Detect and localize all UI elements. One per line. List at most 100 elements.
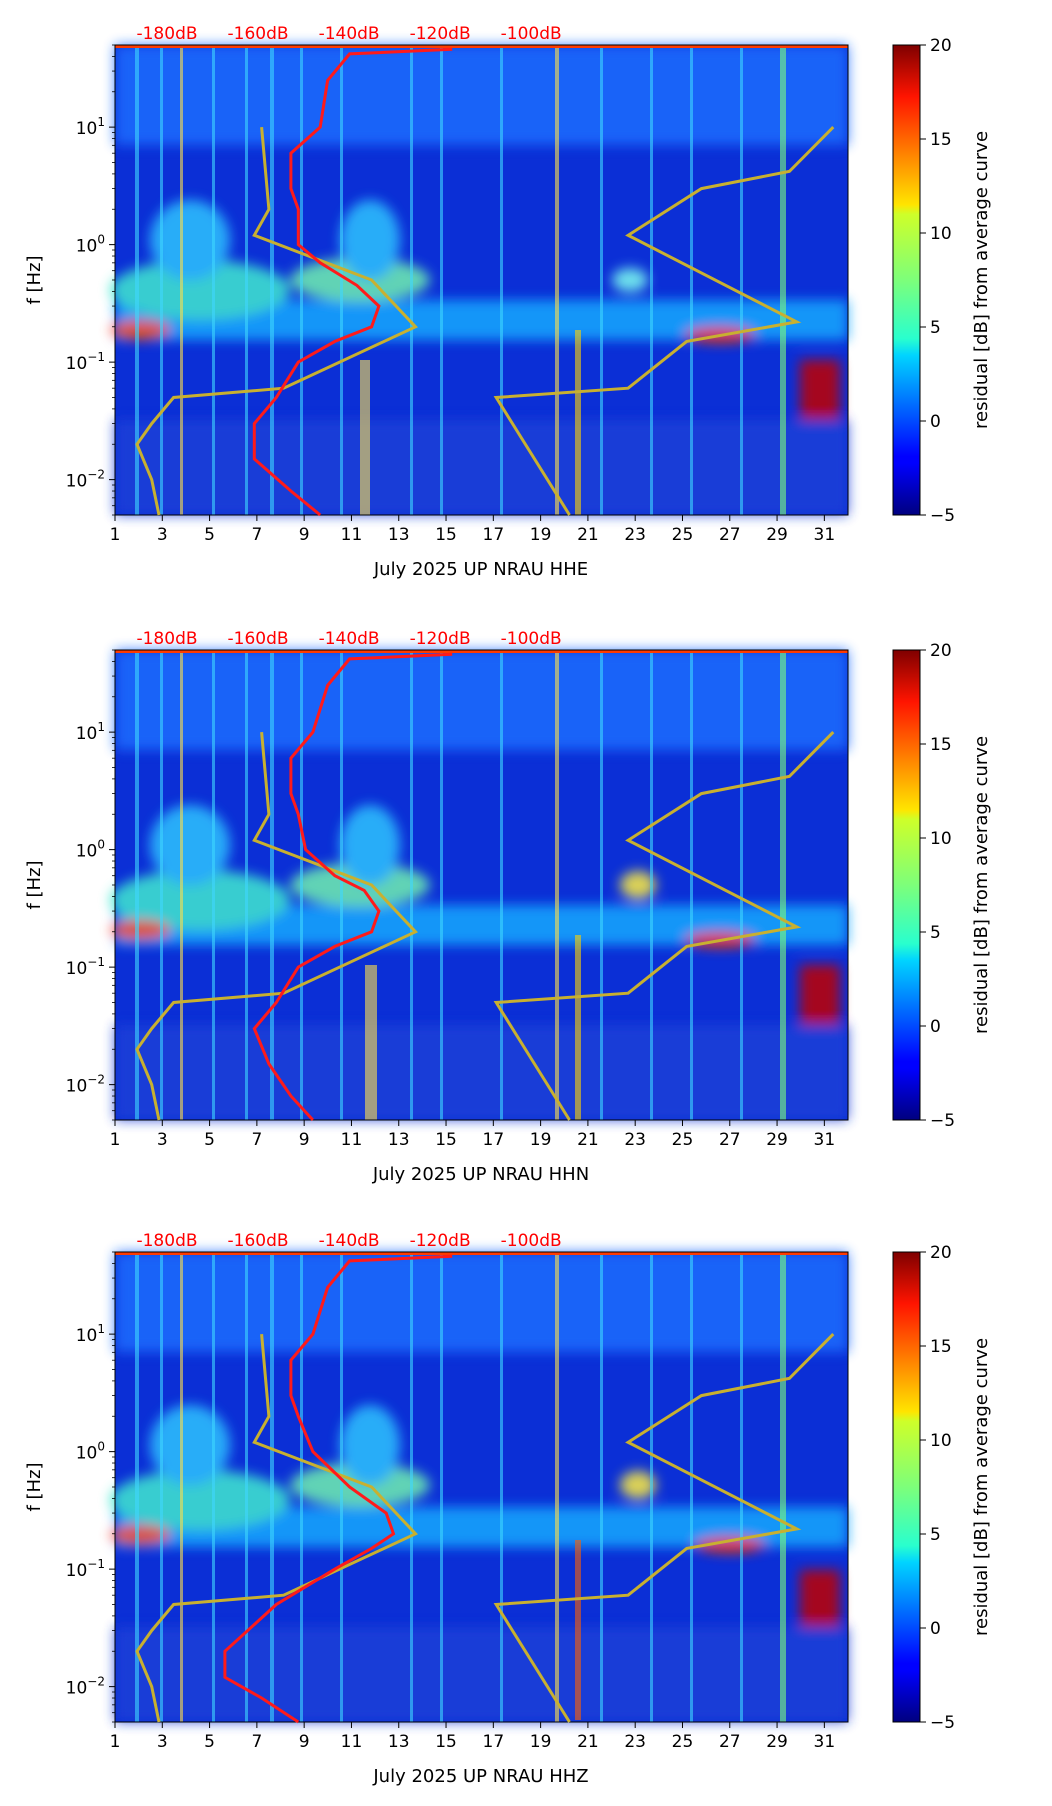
x-tick-label: 1 <box>110 1732 121 1752</box>
x-tick-label: 3 <box>157 1130 168 1150</box>
red-average-psd-curve <box>252 47 453 517</box>
x-tick-label: 7 <box>251 1732 262 1752</box>
colorbar-tick-label: 20 <box>930 1243 952 1263</box>
x-tick-label: 23 <box>624 1732 646 1752</box>
panel-1-marks: 1 3 5 7 9 11 13 15 17 19 21 23 25 27 29 3110110010−110−… <box>66 24 955 545</box>
x-tick-label: 19 <box>530 1130 552 1150</box>
panel-3-marks: 1 3 5 7 9 11 13 15 17 19 21 23 25 27 29 3110110010−110−… <box>66 1231 955 1752</box>
top-db-label: -100dB <box>501 629 562 649</box>
x-axis-label: July 2025 UP NRAU HHE <box>373 559 588 580</box>
top-db-label: -100dB <box>501 24 562 44</box>
x-tick-label: 5 <box>204 525 215 545</box>
colorbar-tick-label: 5 <box>930 318 941 338</box>
x-tick-label: 27 <box>719 1732 741 1752</box>
x-tick-label: 23 <box>624 1130 646 1150</box>
y-tick-label: 101 <box>76 115 105 139</box>
x-axis-label: July 2025 UP NRAU HHZ <box>372 1766 588 1787</box>
top-db-label: -100dB <box>501 1231 562 1251</box>
x-tick-label: 3 <box>157 1732 168 1752</box>
x-tick-label: 19 <box>530 1732 552 1752</box>
x-tick-label: 31 <box>814 1130 836 1150</box>
top-db-label: -140dB <box>319 24 380 44</box>
spectrogram-heatmap <box>110 45 848 515</box>
x-tick-label: 15 <box>435 1130 457 1150</box>
x-tick-label: 17 <box>483 525 505 545</box>
colorbar-3 <box>892 1251 921 1723</box>
y-tick-label: 10−2 <box>66 1675 105 1699</box>
y-tick-label: 100 <box>76 1440 105 1464</box>
x-tick-label: 31 <box>814 525 836 545</box>
y-tick-label: 101 <box>76 720 105 744</box>
x-tick-label: 29 <box>766 1130 788 1150</box>
x-tick-label: 25 <box>672 1732 694 1752</box>
red-average-psd-curve <box>252 652 453 1122</box>
x-tick-label: 27 <box>719 1130 741 1150</box>
x-tick-label: 11 <box>341 1732 363 1752</box>
colorbar-tick-label: −5 <box>930 506 955 526</box>
x-tick-label: 13 <box>388 1732 410 1752</box>
x-tick-label: 29 <box>766 1732 788 1752</box>
x-tick-label: 15 <box>435 1732 457 1752</box>
x-tick-label: 3 <box>157 525 168 545</box>
spectrogram-heatmap <box>110 650 848 1120</box>
x-tick-label: 9 <box>299 1130 310 1150</box>
spectrogram-heatmap <box>110 1252 848 1722</box>
colorbar-2 <box>892 649 921 1121</box>
colorbar-tick-label: 10 <box>930 224 952 244</box>
y-axis-label: f [Hz] <box>24 1462 45 1511</box>
x-tick-label: 21 <box>577 1130 599 1150</box>
x-tick-label: 5 <box>204 1130 215 1150</box>
x-tick-label: 17 <box>483 1732 505 1752</box>
top-db-label: -180dB <box>136 24 197 44</box>
x-tick-label: 7 <box>251 525 262 545</box>
x-tick-label: 1 <box>110 525 121 545</box>
y-tick-label: 101 <box>76 1322 105 1346</box>
x-tick-label: 31 <box>814 1732 836 1752</box>
colorbar-tick-label: 0 <box>930 412 941 432</box>
x-tick-label: 13 <box>388 1130 410 1150</box>
x-tick-label: 1 <box>110 1130 121 1150</box>
x-tick-label: 27 <box>719 525 741 545</box>
x-tick-label: 25 <box>672 1130 694 1150</box>
panel-3 <box>110 1252 848 1722</box>
top-db-label: -140dB <box>319 629 380 649</box>
x-tick-label: 5 <box>204 1732 215 1752</box>
colorbar-label: residual [dB] from average curve <box>971 736 992 1034</box>
colorbar-tick-label: 5 <box>930 1525 941 1545</box>
x-tick-label: 9 <box>299 525 310 545</box>
colorbar-tick-label: 0 <box>930 1619 941 1639</box>
y-tick-label: 100 <box>76 838 105 862</box>
colorbar-1 <box>892 44 921 516</box>
x-tick-label: 7 <box>251 1130 262 1150</box>
x-tick-label: 9 <box>299 1732 310 1752</box>
colorbar-tick-label: 20 <box>930 36 952 56</box>
top-db-label: -140dB <box>319 1231 380 1251</box>
colorbar-tick-label: 15 <box>930 1337 952 1357</box>
yellow-noise-model-curve <box>493 1333 835 1723</box>
x-tick-label: 11 <box>341 525 363 545</box>
x-tick-label: 21 <box>577 525 599 545</box>
colorbar-label: residual [dB] from average curve <box>971 131 992 429</box>
panel-1 <box>110 45 848 515</box>
colorbar-tick-label: 10 <box>930 1431 952 1451</box>
yellow-noise-model-curve <box>493 126 835 516</box>
panel-2 <box>110 650 848 1120</box>
y-tick-label: 100 <box>76 233 105 257</box>
y-axis-label: f [Hz] <box>24 255 45 304</box>
chart-marks: 1 3 5 7 9 11 13 15 17 19 21 23 25 27 29 3110110010−110−… <box>66 24 955 1752</box>
x-tick-label: 15 <box>435 525 457 545</box>
y-tick-label: 10−1 <box>66 1557 105 1581</box>
x-tick-label: 25 <box>672 525 694 545</box>
x-tick-label: 29 <box>766 525 788 545</box>
top-db-label: -180dB <box>136 1231 197 1251</box>
colorbar-tick-label: 20 <box>930 641 952 661</box>
y-tick-label: 10−1 <box>66 350 105 374</box>
colorbar-tick-label: 15 <box>930 735 952 755</box>
x-tick-label: 11 <box>341 1130 363 1150</box>
colorbar-tick-label: −5 <box>930 1713 955 1733</box>
top-db-label: -160dB <box>228 24 289 44</box>
y-tick-label: 10−2 <box>66 1073 105 1097</box>
x-tick-label: 19 <box>530 525 552 545</box>
top-db-label: -120dB <box>410 629 471 649</box>
